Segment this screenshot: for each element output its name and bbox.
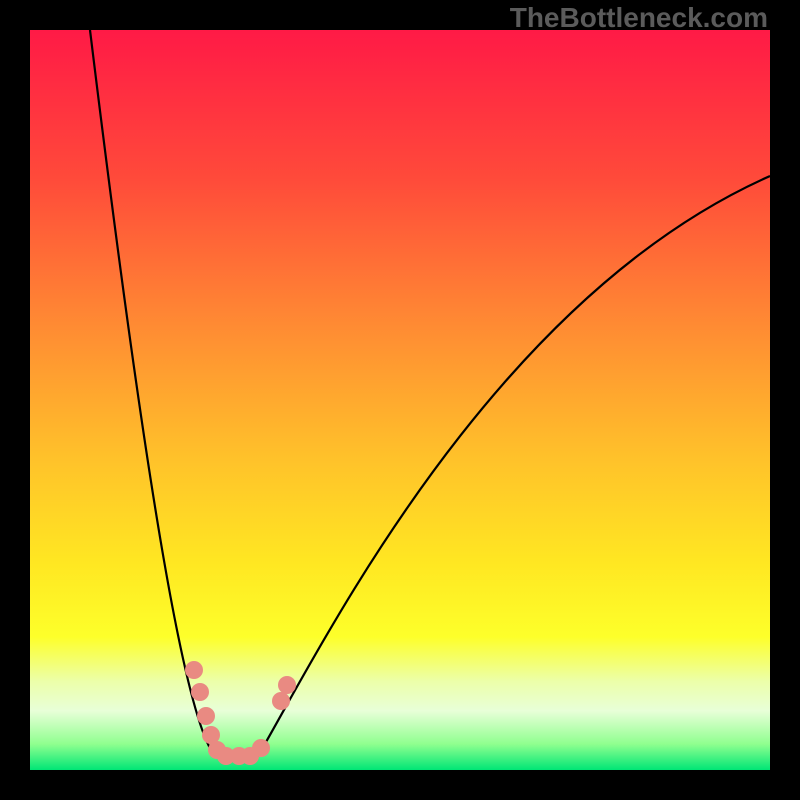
- data-marker: [272, 692, 290, 710]
- data-marker: [191, 683, 209, 701]
- data-marker: [197, 707, 215, 725]
- data-marker: [185, 661, 203, 679]
- curve-layer: [30, 30, 770, 770]
- data-marker: [252, 739, 270, 757]
- data-marker: [278, 676, 296, 694]
- watermark-text: TheBottleneck.com: [510, 2, 768, 34]
- gradient-background: [30, 30, 770, 770]
- plot-area: [30, 30, 770, 770]
- chart-frame: TheBottleneck.com: [0, 0, 800, 800]
